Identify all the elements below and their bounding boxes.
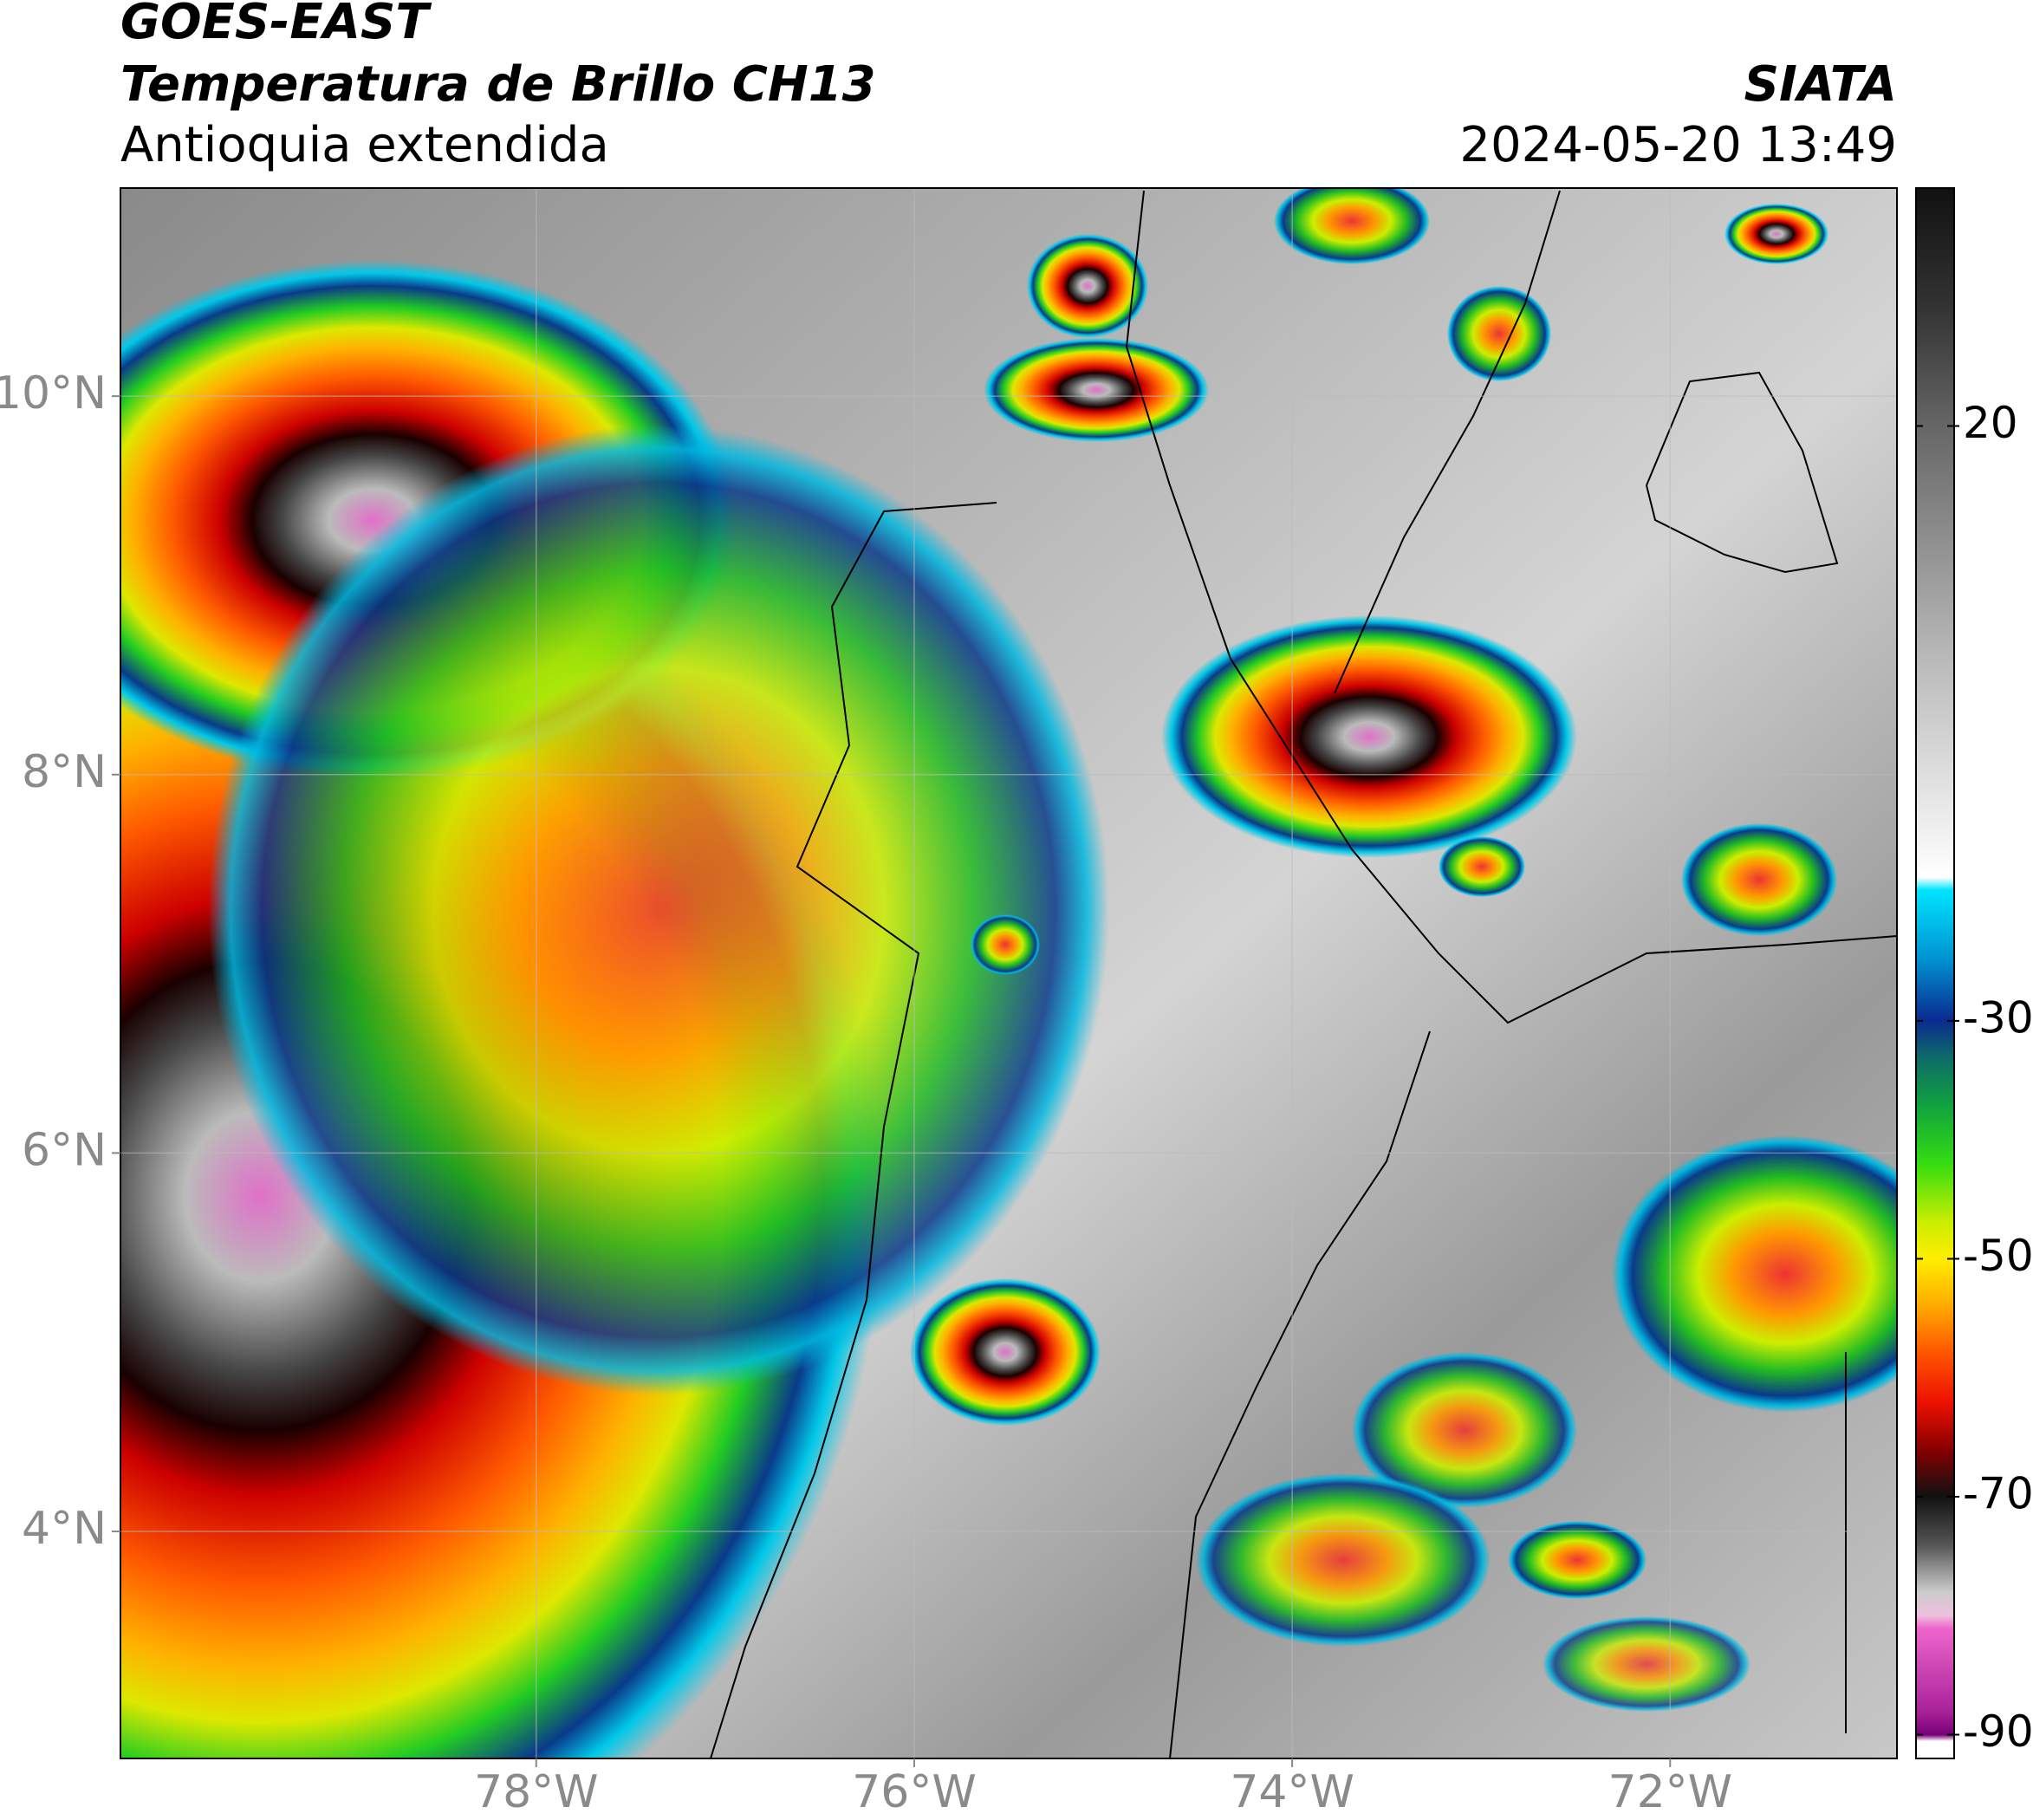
source: SIATA bbox=[1744, 56, 1897, 113]
y-tick-label: 6°N bbox=[22, 1124, 107, 1176]
x-tick-label: 74°W bbox=[1230, 1766, 1354, 1818]
y-tick-label: 4°N bbox=[22, 1503, 107, 1555]
satellite-image bbox=[120, 188, 1897, 1758]
colorbar-tick-label: -30 bbox=[1963, 992, 2033, 1043]
colorbar bbox=[1915, 187, 1955, 1759]
colorbar-tick-label: -50 bbox=[1963, 1231, 2033, 1281]
map-frame bbox=[120, 187, 1898, 1759]
colorbar-tick-label: -90 bbox=[1963, 1706, 2033, 1757]
x-tick-label: 76°W bbox=[852, 1766, 977, 1818]
datetime: 2024-05-20 13:49 bbox=[1459, 117, 1897, 173]
borders bbox=[710, 190, 1897, 1758]
y-tick-label: 10°N bbox=[0, 367, 107, 419]
region: Antioquia extendida bbox=[120, 117, 609, 173]
x-tick-label: 78°W bbox=[474, 1766, 599, 1818]
y-tick-label: 8°N bbox=[22, 746, 107, 798]
title: GOES-EAST bbox=[120, 0, 432, 50]
x-tick-label: 72°W bbox=[1608, 1766, 1733, 1818]
subtitle: Temperatura de Brillo CH13 bbox=[120, 56, 876, 113]
colorbar-tick-label: 20 bbox=[1963, 398, 2018, 448]
colorbar-tick-label: -70 bbox=[1963, 1469, 2033, 1519]
